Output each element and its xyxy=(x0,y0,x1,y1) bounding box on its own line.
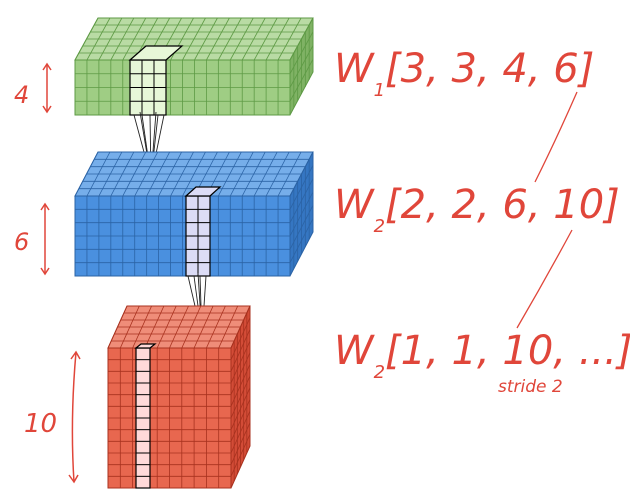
grid-line xyxy=(289,31,314,74)
blue-feature-block xyxy=(74,151,314,277)
grid-line xyxy=(289,205,314,250)
weight-label-2: W2[2, 2, 6, 10] xyxy=(334,182,620,237)
red-receptive-field-top xyxy=(134,343,157,349)
depth-label-1: 4 xyxy=(14,81,29,109)
green-feature-block xyxy=(74,17,314,116)
grid-line xyxy=(230,410,251,454)
weight-label-3: W2[1, 1, 10, ...] xyxy=(334,328,630,383)
grid-line xyxy=(230,364,251,407)
grid-line xyxy=(289,191,314,237)
weight-label-1: W1[3, 3, 4, 6] xyxy=(334,46,594,101)
depth-label-2: 6 xyxy=(14,228,29,256)
blue-receptive-field-top xyxy=(184,186,222,197)
grid-line xyxy=(230,434,251,477)
grid-line xyxy=(289,178,314,223)
grid-line xyxy=(230,317,251,360)
grid-line xyxy=(289,59,314,102)
channel-link-lines xyxy=(516,91,578,329)
depth-label-3: 10 xyxy=(24,409,57,439)
channel-link-6 xyxy=(534,91,578,183)
depth-annotation-1 xyxy=(42,62,52,114)
channel-link-10 xyxy=(516,229,573,329)
grid-line xyxy=(230,340,251,384)
red-feature-block xyxy=(107,305,251,489)
red-receptive-field-grid xyxy=(136,359,150,477)
grid-line xyxy=(289,45,314,88)
depth-annotation-3 xyxy=(68,350,81,484)
grid-line xyxy=(230,422,251,465)
grid-line xyxy=(289,165,314,210)
blue-block-grid xyxy=(74,151,314,276)
grid-line xyxy=(230,352,251,395)
red-block-grid xyxy=(107,305,251,488)
grid-line xyxy=(230,329,251,372)
grid-line xyxy=(230,375,251,419)
grid-line xyxy=(289,218,314,263)
grid-line xyxy=(230,387,251,430)
depth-annotation-2 xyxy=(40,202,50,276)
grid-line xyxy=(230,399,251,442)
stride-note: stride 2 xyxy=(498,377,563,397)
blue-receptive-field-grid xyxy=(186,196,210,276)
green-receptive-field-grid xyxy=(130,60,166,115)
